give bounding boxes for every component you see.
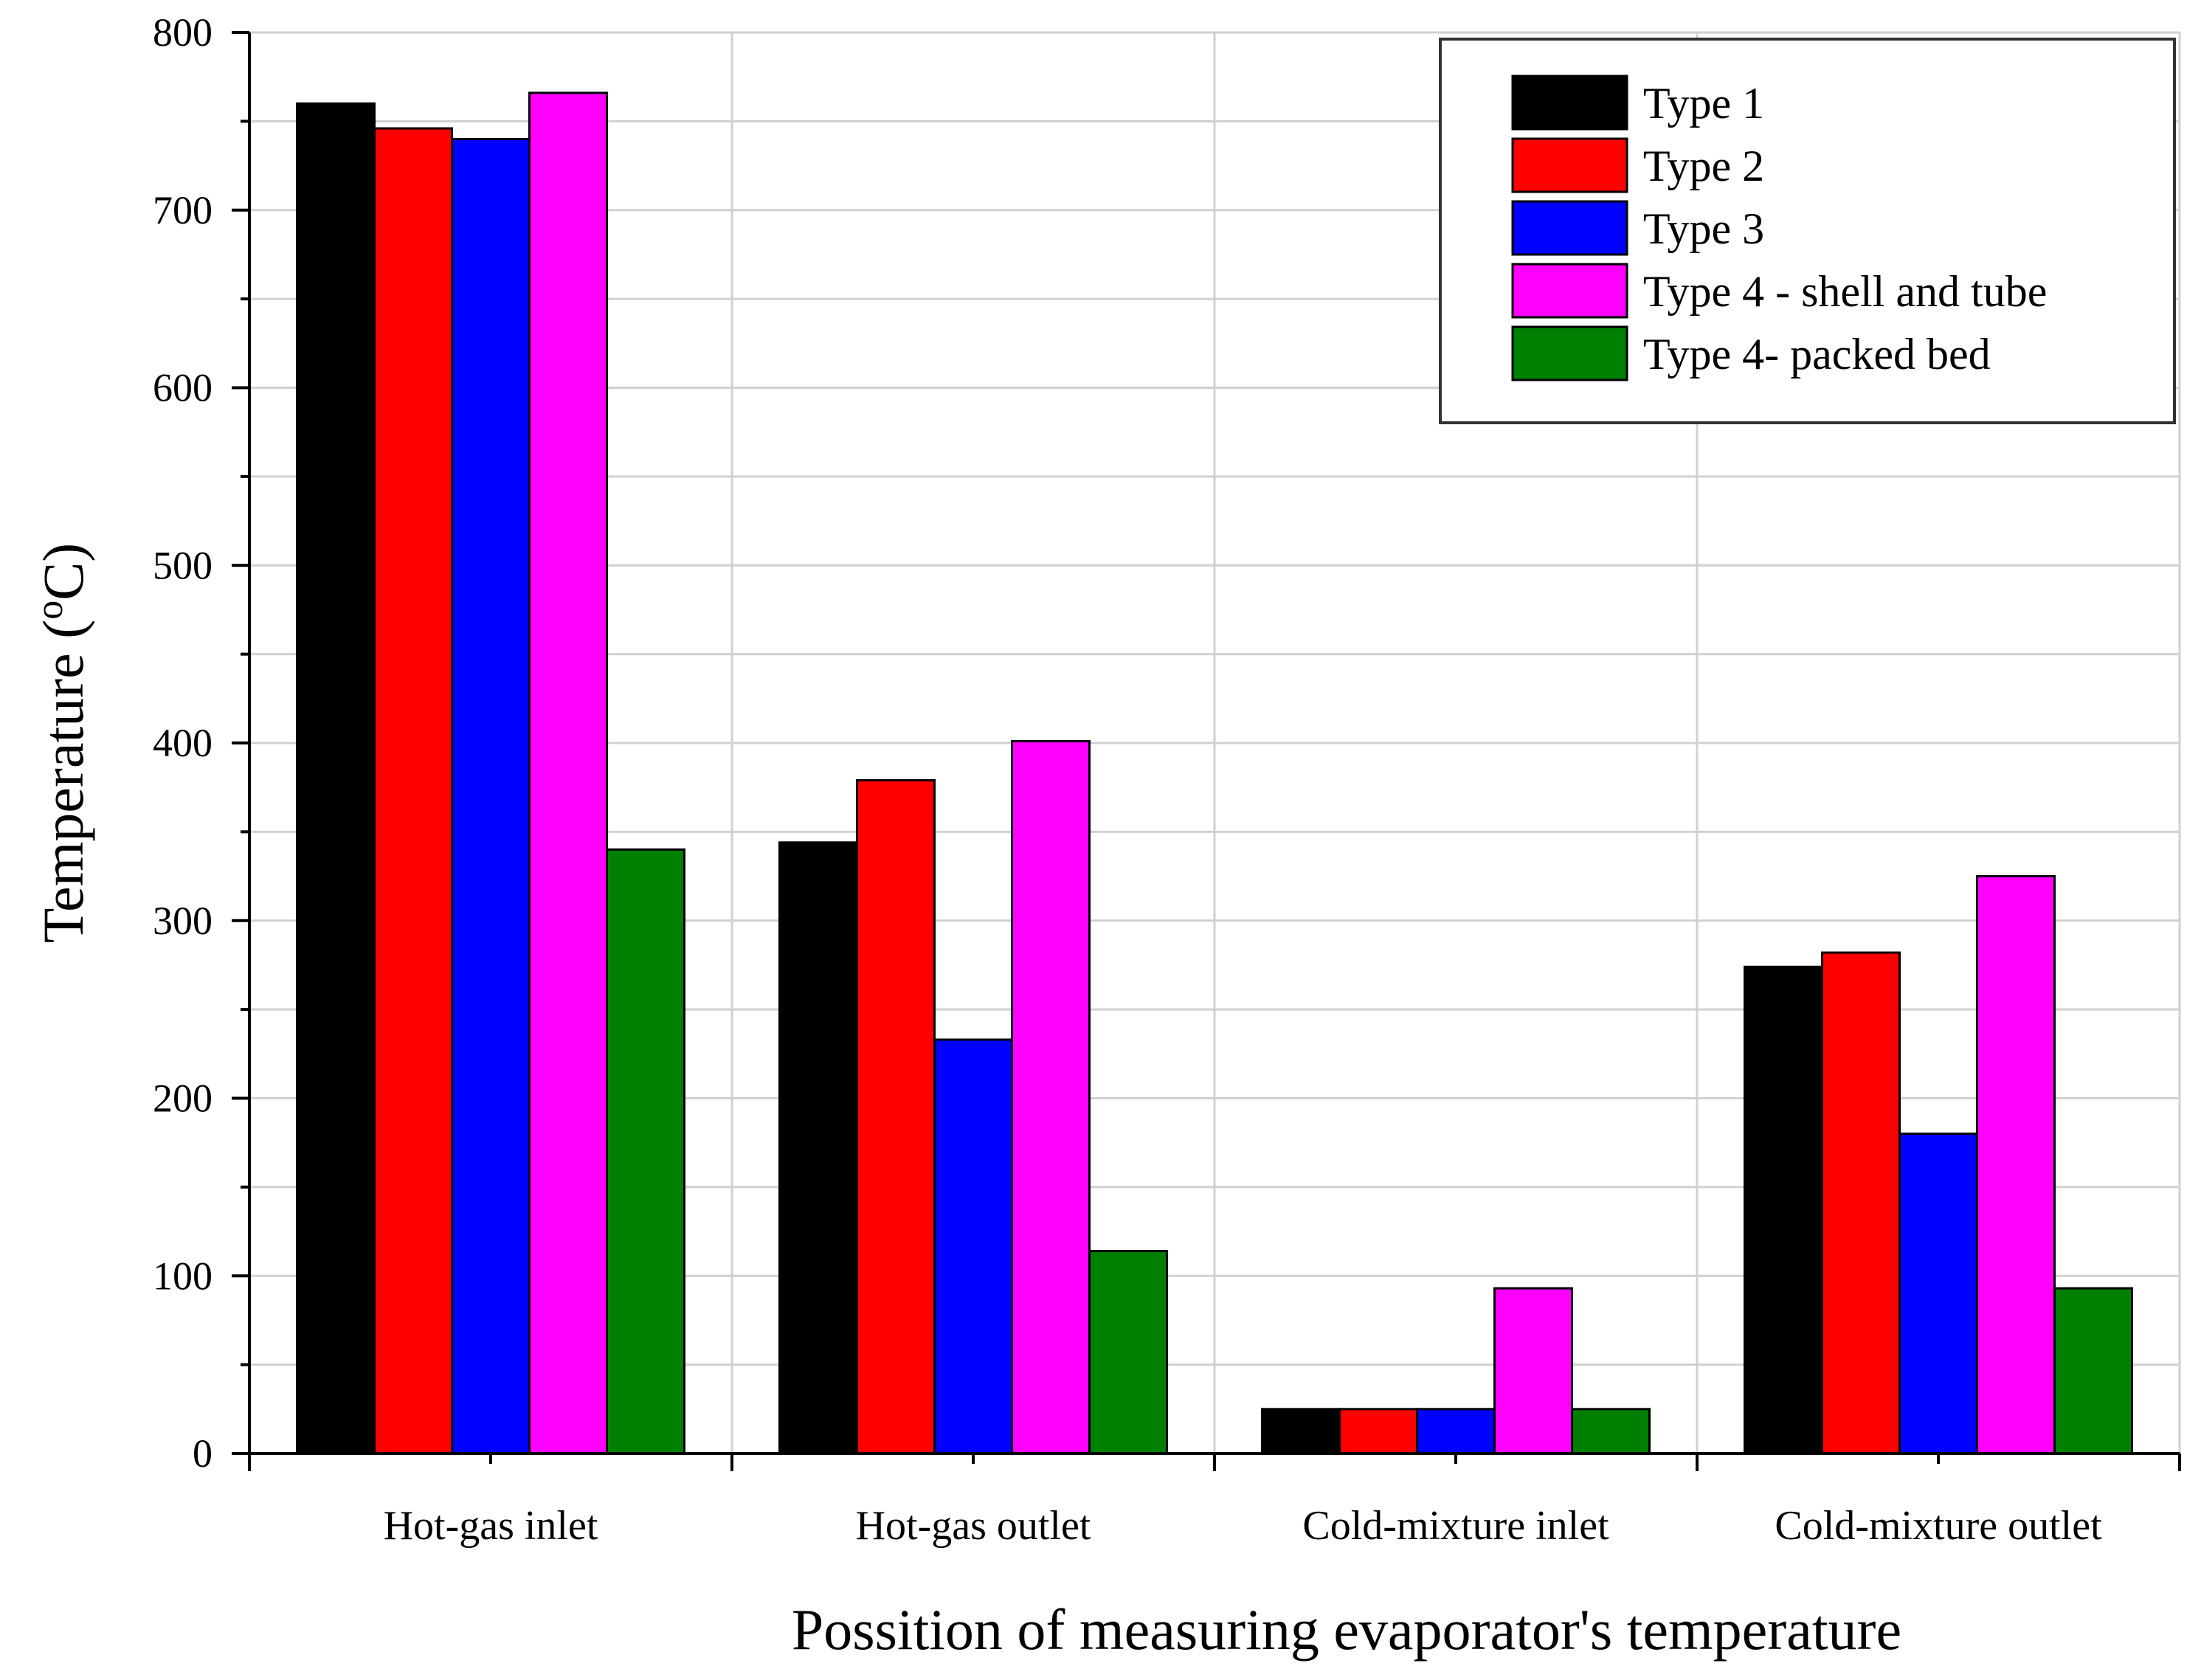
legend-swatch [1511,325,1628,381]
bar-type-4-shell-and-tube-hot-gas-outlet [1011,740,1091,1455]
y-axis-title: Temperature (oC) [29,543,95,943]
y-ticks: 0 100 200 300 400 500 600 700 800 [153,10,249,1476]
y-tick-label: 400 [153,721,213,765]
bar-type-3-cold-mixture-inlet [1416,1408,1496,1455]
bar-type-3-hot-gas-outlet [933,1038,1013,1455]
y-axis-title-text: Temperature [31,653,95,943]
x-category-label: Hot-gas outlet [856,1503,1091,1549]
y-tick-label: 700 [153,188,213,232]
legend-label: Type 2 [1643,142,1764,190]
bar-type-2-hot-gas-outlet [856,779,936,1455]
y-tick-label: 200 [153,1076,213,1121]
y-axis-unit-degree: o [29,601,71,620]
x-axis-title: Possition of measuring evaporator's temp… [792,1597,1901,1662]
y-tick-label: 0 [193,1431,213,1476]
bar-type-1-hot-gas-inlet [296,102,376,1455]
bar-type-4-shell-and-tube-cold-mixture-inlet [1493,1287,1573,1455]
bar-type-1-cold-mixture-outlet [1744,965,1823,1455]
legend: Type 1 Type 2 Type 3 Type 4 - shell and tub… [1439,38,2176,424]
bars [296,91,2133,1455]
x-category-label: Cold-mixture outlet [1775,1503,2102,1549]
legend-swatch [1511,75,1628,131]
bar-type-3-hot-gas-inlet [451,137,531,1455]
bar-type-4-shell-and-tube-hot-gas-inlet [528,91,608,1455]
legend-label: Type 1 [1643,79,1764,128]
y-axis-title-open-paren: ( [31,620,95,653]
bar-type-3-cold-mixture-outlet [1898,1133,1978,1455]
bar-type-4-packed-bed-cold-mixture-outlet [2053,1287,2133,1455]
legend-label: Type 4- packed bed [1643,330,1991,378]
bar-type-2-hot-gas-inlet [373,127,453,1455]
bar-type-4-packed-bed-cold-mixture-inlet [1571,1408,1651,1455]
x-ticks: Hot-gas inlet Hot-gas outlet Cold-mixture … [248,1453,2181,1549]
y-axis-title-close-paren: ) [31,543,95,562]
y-tick-label: 300 [153,899,213,943]
y-tick-label: 600 [153,366,213,410]
legend-label: Type 3 [1643,204,1764,253]
bar-type-4-shell-and-tube-cold-mixture-outlet [1976,875,2056,1455]
legend-label: Type 4 - shell and tube [1643,267,2047,316]
y-tick-label: 800 [153,10,213,55]
y-tick-label: 100 [153,1254,213,1298]
legend-swatch [1511,200,1628,256]
bar-type-2-cold-mixture-outlet [1821,951,1901,1455]
bar-type-2-cold-mixture-inlet [1338,1408,1418,1455]
bar-type-4-packed-bed-hot-gas-outlet [1088,1250,1168,1455]
y-tick-label: 500 [153,543,213,587]
y-axis-unit: C [31,562,95,601]
bar-type-1-cold-mixture-inlet [1261,1408,1341,1455]
x-category-label: Cold-mixture inlet [1302,1503,1609,1549]
legend-swatch [1511,263,1628,319]
bar-type-1-hot-gas-outlet [778,841,858,1455]
bar-type-4-packed-bed-hot-gas-inlet [606,848,685,1455]
x-category-label: Hot-gas inlet [384,1503,598,1549]
legend-swatch [1511,137,1628,193]
